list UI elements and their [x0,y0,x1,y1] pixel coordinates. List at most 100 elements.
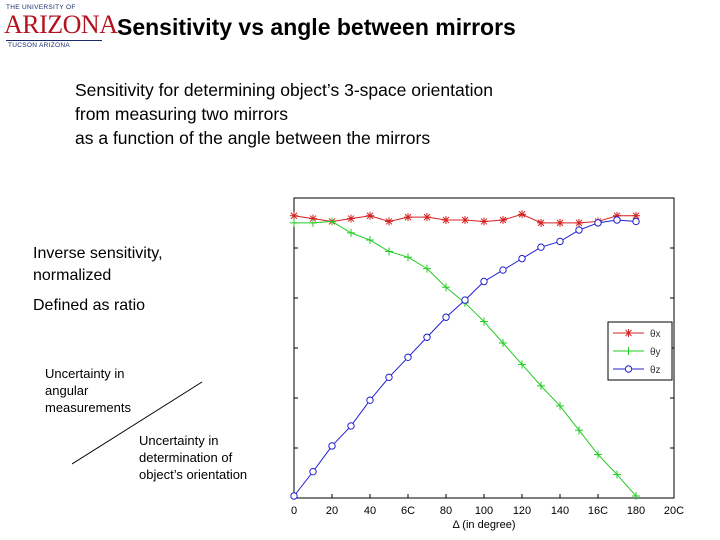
data-point [499,266,507,274]
logo-bottom-text: TUCSON ARIZONA [8,42,70,49]
data-point [404,213,412,222]
data-point [624,347,633,355]
data-point [518,254,526,263]
data-point [309,218,317,227]
x-tick-label: 6C [401,505,415,517]
data-point [575,218,583,227]
ratio-denominator: Uncertainty in determination of object’s… [139,432,247,483]
data-point [499,338,507,347]
data-point [366,236,374,245]
data-point [290,218,298,227]
denominator-line: determination of [139,450,233,465]
slide-title: Sensitivity vs angle between mirrors [117,14,516,40]
numerator-line: Uncertainty in [45,366,125,381]
defined-as-ratio-note: Defined as ratio [33,297,146,314]
x-tick-label: 140 [551,505,569,517]
note-line: normalized [33,267,112,284]
data-point [366,396,374,404]
denominator-line: object’s orientation [139,467,248,482]
university-logo: THE UNIVERSITY OF ARIZONA. TUCSON ARIZON… [4,4,124,50]
data-point [347,214,355,223]
x-tick-label: 100 [475,505,493,517]
x-axis-label: Δ (in degree) [453,519,516,531]
numerator-line: measurements [45,400,131,415]
legend-label: θy [650,347,661,358]
legend-label: θz [650,365,661,376]
data-point [480,317,488,326]
data-point [404,253,412,262]
data-point [556,218,564,227]
data-point [594,219,602,227]
data-point [461,296,469,304]
data-point [594,450,602,459]
data-point [385,217,393,226]
data-point [518,360,526,369]
data-point [385,247,393,256]
data-point [385,373,393,382]
x-axis: 0 20 40 6C 80 100 120 140 16C 180 20C [291,197,684,517]
data-point [442,216,450,225]
data-point [328,217,336,226]
data-point [461,216,469,225]
data-point [613,216,621,224]
data-point [347,422,355,430]
data-point [518,210,526,219]
data-point [575,426,583,435]
ratio-numerator: Uncertainty in angular measurements [45,365,131,416]
data-point [423,213,431,222]
data-point [404,353,412,361]
data-point [613,470,621,479]
slide-subtitle: Sensitivity for determining object’s 3-s… [75,78,493,150]
legend-label: θx [650,329,661,340]
series-layer [290,210,640,500]
subtitle-line: as a function of the angle between the m… [75,128,431,148]
x-tick-label: 40 [364,505,376,517]
data-point [309,467,317,476]
data-point [624,365,633,373]
x-tick-label: 20C [664,505,684,517]
legend: θx θy θz [607,321,673,381]
x-tick-label: 0 [291,505,297,517]
data-point [290,211,298,220]
x-tick-label: 120 [513,505,531,517]
data-point [632,492,640,500]
x-tick-label: 80 [440,505,452,517]
numerator-line: angular [45,383,89,398]
legend-entry: θx [613,329,661,340]
data-point [537,218,545,227]
series-2 [290,216,640,500]
data-point [499,216,507,225]
x-tick-label: 180 [627,505,645,517]
data-point [423,264,431,273]
data-point [556,237,564,246]
data-point [632,217,640,226]
note-line: Inverse sensitivity, [33,245,163,262]
denominator-line: Uncertainty in [139,433,219,448]
data-point [575,226,583,234]
data-point [423,333,431,341]
data-point [537,243,545,251]
ratio-divider-line [72,381,203,465]
data-point [442,313,450,321]
data-point [328,442,336,450]
data-point [556,401,564,410]
logo-divider [6,40,102,41]
data-point [537,381,545,390]
data-point [442,283,450,292]
legend-entry: θz [613,365,661,376]
logo-top-text: THE UNIVERSITY OF [6,4,76,11]
legend-entry: θy [613,347,661,358]
subtitle-line: Sensitivity for determining object’s 3-s… [75,80,493,100]
subtitle-line: from measuring two mirrors [75,104,288,124]
sensitivity-chart: 0 20 40 6C 80 100 120 140 16C 180 20C θx θy θz Δ (in… [290,197,684,531]
data-point [624,329,633,337]
inverse-sensitivity-note: Inverse sensitivity, normalized [33,243,163,287]
data-point [480,277,488,286]
x-tick-label: 16C [588,505,608,517]
data-point [366,211,374,220]
data-point [480,217,488,226]
logo-name: ARIZONA. [4,10,124,39]
data-point [347,228,355,237]
data-point [290,492,298,500]
x-tick-label: 20 [326,505,338,517]
